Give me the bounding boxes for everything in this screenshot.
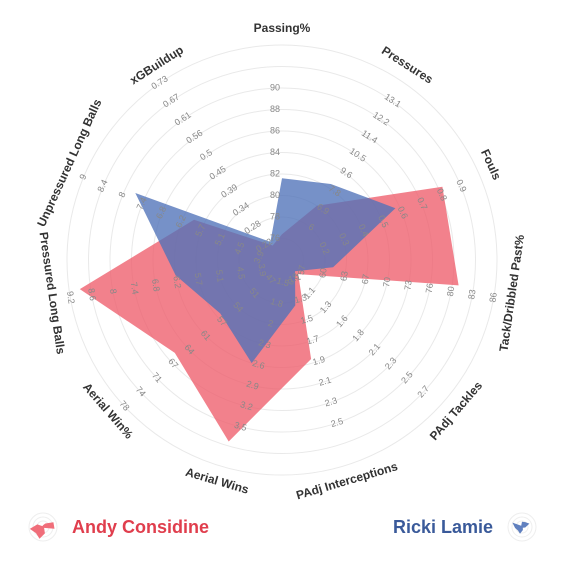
axis-label: Fouls bbox=[478, 147, 504, 182]
legend-ricki: Ricki Lamie bbox=[393, 508, 541, 546]
svg-text:88: 88 bbox=[270, 104, 280, 114]
svg-text:80: 80 bbox=[270, 190, 280, 200]
axis-label: Pressured Long Balls bbox=[36, 231, 67, 355]
svg-text:0.56: 0.56 bbox=[184, 128, 204, 146]
svg-text:0.61: 0.61 bbox=[173, 110, 193, 128]
svg-text:0.28: 0.28 bbox=[242, 218, 262, 236]
axis-label: Tack/Dribbled Past% bbox=[496, 233, 527, 352]
svg-text:8: 8 bbox=[116, 190, 127, 199]
svg-text:8.6: 8.6 bbox=[86, 288, 98, 302]
axis-label: Pressures bbox=[379, 43, 436, 86]
svg-text:86: 86 bbox=[270, 125, 280, 135]
svg-text:5.7: 5.7 bbox=[193, 272, 205, 286]
legend-andy-label: Andy Considine bbox=[72, 517, 209, 538]
svg-text:0.39: 0.39 bbox=[219, 182, 239, 200]
svg-text:9.2: 9.2 bbox=[65, 291, 77, 305]
svg-text:9: 9 bbox=[77, 172, 88, 181]
axis-label: Unpressured Long Balls bbox=[34, 97, 104, 229]
axis-label: Aerial Wins bbox=[184, 465, 251, 497]
svg-text:82: 82 bbox=[270, 168, 280, 178]
svg-text:86: 86 bbox=[488, 292, 499, 303]
svg-text:67: 67 bbox=[360, 273, 371, 284]
svg-text:76: 76 bbox=[424, 283, 435, 294]
svg-text:2.3: 2.3 bbox=[324, 395, 339, 408]
svg-text:2.1: 2.1 bbox=[318, 375, 333, 388]
legend-swatch-ricki bbox=[503, 508, 541, 546]
svg-text:70: 70 bbox=[381, 276, 392, 287]
radar-chart-svg: 767880828486889066.97.89.610.511.412.213… bbox=[0, 0, 565, 564]
svg-text:78: 78 bbox=[270, 211, 280, 221]
svg-text:90: 90 bbox=[270, 82, 280, 92]
svg-text:1.7: 1.7 bbox=[305, 333, 320, 346]
svg-text:7.4: 7.4 bbox=[129, 281, 141, 295]
svg-text:6.2: 6.2 bbox=[171, 275, 183, 289]
legend-ricki-label: Ricki Lamie bbox=[393, 517, 493, 538]
svg-text:6.8: 6.8 bbox=[150, 278, 162, 292]
radar-chart-container: 767880828486889066.97.89.610.511.412.213… bbox=[0, 0, 565, 564]
axis-label: Aerial Win% bbox=[80, 380, 136, 442]
svg-text:80: 80 bbox=[445, 286, 456, 297]
svg-text:0.34: 0.34 bbox=[231, 200, 251, 218]
svg-text:0.9: 0.9 bbox=[454, 178, 468, 194]
svg-text:2.5: 2.5 bbox=[330, 416, 345, 429]
svg-text:84: 84 bbox=[270, 147, 280, 157]
svg-text:1.5: 1.5 bbox=[299, 313, 314, 326]
svg-text:0.67: 0.67 bbox=[161, 92, 181, 110]
svg-text:60: 60 bbox=[317, 267, 328, 278]
svg-text:63: 63 bbox=[339, 270, 350, 281]
svg-text:8.4: 8.4 bbox=[95, 178, 109, 194]
legend-swatch-andy bbox=[24, 508, 62, 546]
svg-text:0.73: 0.73 bbox=[149, 73, 169, 91]
axis-label: PAdj Interceptions bbox=[294, 459, 399, 502]
axis-label: Passing% bbox=[254, 21, 311, 35]
legend-andy: Andy Considine bbox=[24, 508, 209, 546]
svg-text:73: 73 bbox=[402, 280, 413, 291]
svg-text:3.9: 3.9 bbox=[256, 263, 268, 277]
svg-text:5.1: 5.1 bbox=[214, 269, 226, 283]
svg-text:1.9: 1.9 bbox=[311, 354, 326, 367]
svg-text:4.5: 4.5 bbox=[235, 266, 247, 280]
svg-text:83: 83 bbox=[466, 289, 477, 300]
svg-text:0.45: 0.45 bbox=[208, 164, 228, 182]
